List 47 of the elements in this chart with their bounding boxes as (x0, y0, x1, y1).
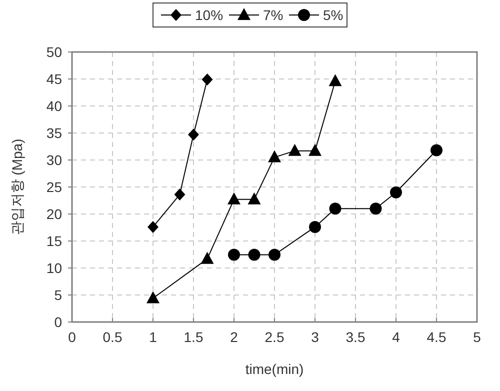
point (268, 150, 281, 162)
x-tick-label: 1 (149, 329, 158, 345)
point (146, 291, 160, 304)
x-tick-label: 3 (311, 329, 320, 345)
point (390, 186, 402, 198)
point (188, 128, 199, 141)
point (370, 202, 382, 215)
point (248, 248, 260, 261)
point (430, 144, 442, 156)
y-tick-label: 10 (46, 260, 62, 276)
y-tick-label: 35 (46, 125, 62, 141)
point (268, 248, 280, 261)
x-tick-label: 4.5 (426, 329, 446, 345)
x-tick-label: 0.5 (102, 329, 122, 345)
y-tick-label: 0 (54, 314, 62, 330)
y-tick-label: 45 (46, 71, 62, 87)
x-tick-label: 0 (68, 329, 76, 345)
point (309, 220, 321, 233)
point (328, 74, 342, 86)
y-axis-title: 관입저항 (Mpa) (9, 138, 25, 236)
point (174, 188, 186, 201)
y-tick-label: 40 (46, 98, 62, 114)
point (308, 144, 322, 156)
y-tick-label: 50 (46, 44, 62, 60)
point (228, 248, 240, 261)
x-tick-label: 5 (473, 329, 482, 345)
x-tick-label: 2.5 (264, 329, 284, 345)
point (228, 192, 240, 204)
x-tick-label: 2 (230, 329, 238, 345)
point (288, 144, 302, 156)
y-tick-label: 30 (46, 152, 62, 168)
x-tick-label: 1.5 (184, 329, 204, 345)
y-tick-label: 15 (46, 233, 62, 249)
legend-label: 7% (263, 7, 284, 23)
y-tick-label: 25 (46, 179, 62, 195)
legend-label: 10% (195, 7, 224, 23)
y-tick-label: 5 (54, 287, 62, 303)
legend-label: 5% (323, 7, 344, 23)
point (248, 192, 261, 204)
x-axis-title: time(min) (245, 361, 304, 377)
y-tick-label: 20 (46, 206, 62, 222)
point (148, 220, 158, 233)
x-tick-label: 3.5 (346, 329, 366, 345)
point (202, 74, 213, 86)
point (329, 202, 342, 215)
x-tick-label: 4 (392, 329, 400, 345)
point (200, 252, 214, 264)
